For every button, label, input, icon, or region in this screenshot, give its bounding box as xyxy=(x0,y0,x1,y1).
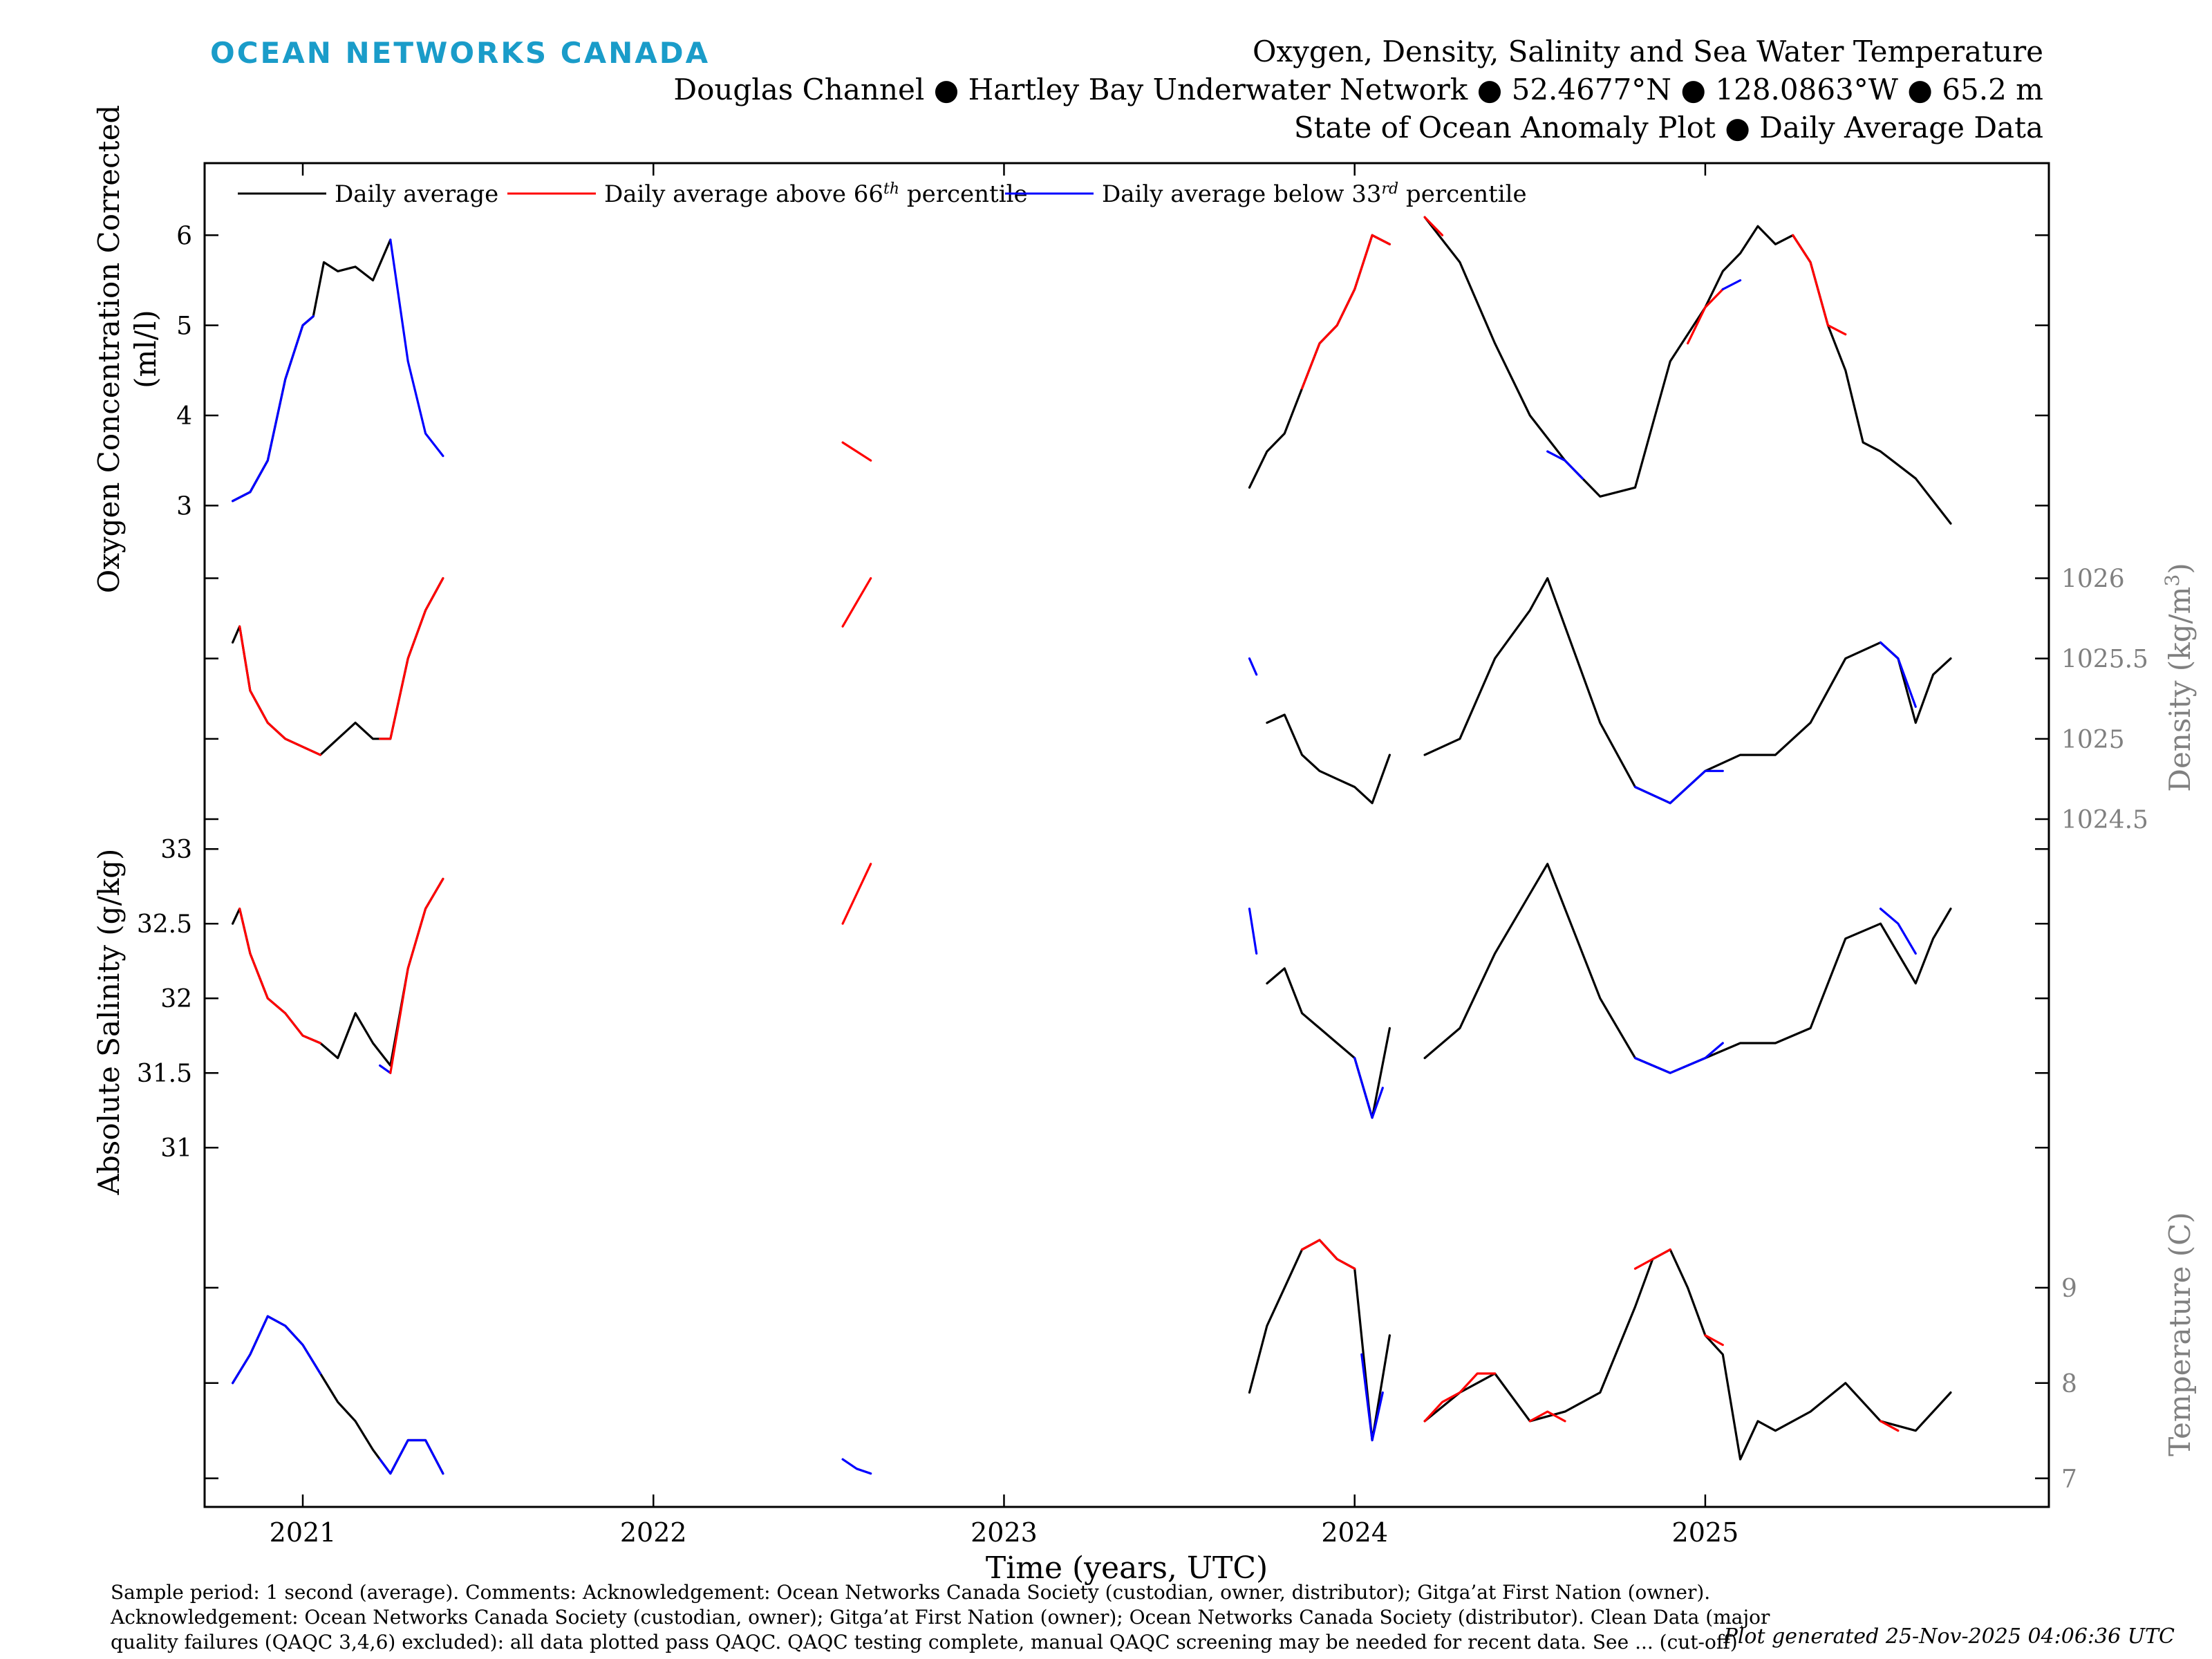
legend-superscript: rd xyxy=(1382,180,1399,198)
series-line-density xyxy=(1248,657,1258,676)
series-line-temperature xyxy=(1423,1372,1497,1423)
series-line-temperature xyxy=(232,1315,321,1385)
chart-title: Oxygen, Density, Salinity and Sea Water … xyxy=(1253,35,2043,68)
y-tick-label-density: 1026 xyxy=(2061,565,2125,593)
series-line-temperature xyxy=(1360,1353,1384,1442)
series-line-oxygen xyxy=(1792,234,1847,336)
ocean-networks-canada-logo: OCEAN NETWORKS CANADA xyxy=(210,36,711,70)
series-line-density xyxy=(1633,769,1724,805)
legend-superscript: th xyxy=(883,180,899,198)
series-line-oxygen xyxy=(1248,234,1391,489)
series-line-temperature xyxy=(841,1458,872,1475)
y-axis-label-oxygen-units: (ml/l) xyxy=(129,310,162,388)
y-tick-label-salinity: 32 xyxy=(160,985,192,1013)
series-line-density xyxy=(1266,713,1391,805)
series-line-salinity xyxy=(1248,907,1258,955)
density-label-tail: ) xyxy=(2163,563,2197,574)
y-tick-label-oxygen: 6 xyxy=(176,222,192,250)
series-line-density xyxy=(841,577,872,628)
x-tick-label: 2022 xyxy=(620,1517,687,1548)
legend-label: Daily average above 66 xyxy=(604,180,883,208)
y-tick-label-density: 1025.5 xyxy=(2061,646,2148,674)
plot-generated-timestamp: Plot generated 25-Nov-2025 04:06:36 UTC xyxy=(1723,1624,2175,1649)
series-line-temperature xyxy=(1704,1334,1724,1347)
series-line-density xyxy=(378,577,444,740)
series-line-salinity xyxy=(389,877,444,1074)
series-line-oxygen xyxy=(1687,288,1724,345)
series-line-oxygen xyxy=(841,441,872,462)
series-line-oxygen xyxy=(389,238,444,458)
series-line-temperature xyxy=(1300,1239,1356,1270)
y-tick-label-salinity: 31.5 xyxy=(137,1060,192,1088)
series-line-temperature xyxy=(378,1438,444,1475)
y-tick-label-temperature: 9 xyxy=(2061,1275,2077,1303)
series-line-oxygen xyxy=(1300,234,1391,390)
y-axis-label-density: Density (kg/m3) xyxy=(2161,563,2197,791)
plot-frame xyxy=(203,162,2050,1508)
x-tick-label: 2024 xyxy=(1321,1517,1388,1548)
footer-line-1: Sample period: 1 second (average). Comme… xyxy=(111,1581,1711,1604)
series-line-oxygen xyxy=(232,238,392,503)
chart-subtitle-location: Douglas Channel ● Hartley Bay Underwater… xyxy=(673,73,2043,106)
series-line-oxygen xyxy=(1423,216,1444,236)
x-tick-label: 2023 xyxy=(971,1517,1038,1548)
series-line-salinity xyxy=(238,907,321,1044)
series-line-salinity xyxy=(1353,1056,1384,1119)
density-label-text: Density (kg/m xyxy=(2163,586,2197,791)
y-tick-label-temperature: 8 xyxy=(2061,1370,2077,1398)
legend-label-tail: percentile xyxy=(1398,180,1527,208)
y-axis-label-oxygen: Oxygen Concentration Corrected xyxy=(92,105,126,593)
footer-line-3: quality failures (QAQC 3,4,6) excluded):… xyxy=(111,1631,1738,1653)
chart-subtitle-plot-type: State of Ocean Anomaly Plot ● Daily Aver… xyxy=(1293,111,2043,144)
series-line-oxygen xyxy=(1423,216,1952,525)
series-line-oxygen xyxy=(232,315,315,503)
y-tick-label-oxygen: 3 xyxy=(176,492,192,521)
y-tick-label-temperature: 7 xyxy=(2061,1465,2077,1494)
series-line-oxygen xyxy=(1721,279,1742,291)
x-tick-label: 2021 xyxy=(270,1517,337,1548)
series-line-salinity xyxy=(1879,907,1917,955)
y-axis-label-temperature: Temperature (C) xyxy=(2163,1212,2197,1456)
y-tick-label-salinity: 31 xyxy=(160,1134,192,1163)
y-tick-label-oxygen: 5 xyxy=(176,312,192,341)
series-line-salinity xyxy=(232,877,444,1067)
series-line-salinity xyxy=(1266,967,1391,1119)
series-line-density xyxy=(238,625,321,756)
legend-entry: Daily average below 33rd percentile xyxy=(1102,180,1527,209)
y-tick-label-salinity: 32.5 xyxy=(137,910,192,939)
series-line-salinity xyxy=(841,863,872,925)
y-axis-label-salinity: Absolute Salinity (g/kg) xyxy=(92,849,126,1196)
legend-label: Daily average below 33 xyxy=(1102,180,1382,208)
series-line-salinity xyxy=(1633,1042,1724,1074)
series-line-oxygen xyxy=(1546,450,1584,480)
y-tick-label-oxygen: 4 xyxy=(176,402,192,431)
y-tick-label-density: 1024.5 xyxy=(2061,806,2148,834)
y-tick-label-salinity: 33 xyxy=(160,836,192,864)
y-tick-label-density: 1025 xyxy=(2061,726,2125,754)
legend-entry: Daily average above 66th percentile xyxy=(604,180,1028,209)
legend-entry: Daily average xyxy=(335,180,498,208)
series-line-temperature xyxy=(1879,1420,1900,1432)
series-line-density xyxy=(1879,641,1917,709)
series-line-temperature xyxy=(1528,1410,1566,1423)
series-line-salinity xyxy=(1423,863,1952,1074)
series-line-temperature xyxy=(232,1315,444,1475)
footer-line-2: Acknowledgement: Ocean Networks Canada S… xyxy=(111,1606,1770,1629)
series-line-temperature xyxy=(1633,1248,1671,1270)
x-axis-label: Time (years, UTC) xyxy=(986,1550,1268,1586)
series-line-density xyxy=(232,577,444,756)
density-label-superscript: 3 xyxy=(2161,574,2184,587)
series-line-temperature xyxy=(1423,1248,1952,1461)
anomaly-chart: 2021 2022 2023 2024 2025 Time (years, UTC) 3 4 5… xyxy=(92,105,2197,1586)
x-tick-label: 2025 xyxy=(1672,1517,1739,1548)
series-line-salinity xyxy=(378,1064,392,1074)
series-line-density xyxy=(1423,577,1952,805)
